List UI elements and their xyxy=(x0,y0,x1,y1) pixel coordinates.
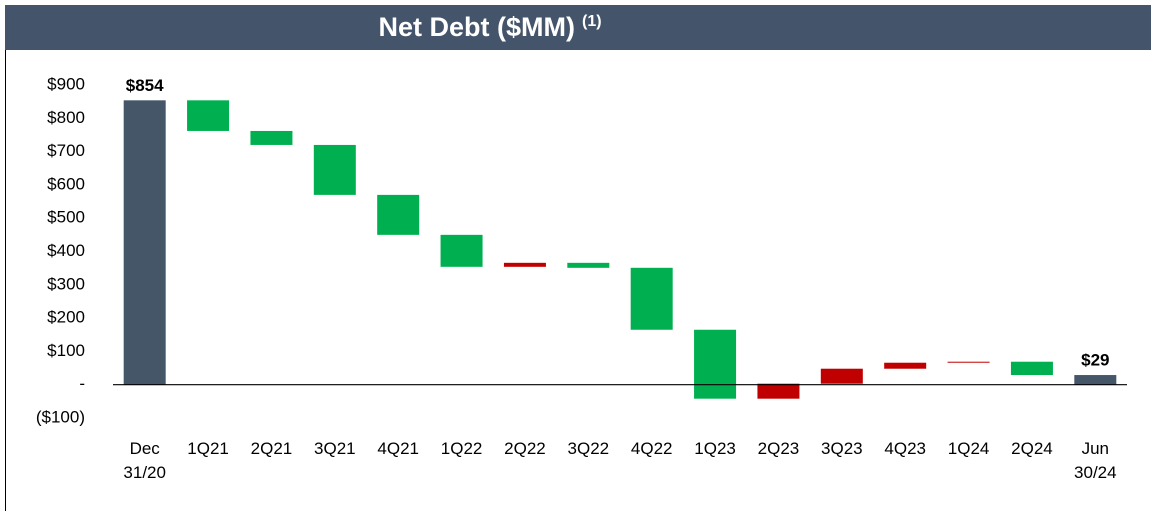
y-tick-label: $500 xyxy=(47,208,85,227)
x-tick-label: 3Q21 xyxy=(314,439,356,458)
bar xyxy=(503,262,546,267)
bar xyxy=(1010,361,1053,376)
value-label: $854 xyxy=(126,76,164,95)
bar xyxy=(947,361,990,363)
bar xyxy=(884,362,927,369)
x-tick-label: 3Q22 xyxy=(567,439,610,458)
y-tick-label: $300 xyxy=(47,274,85,293)
x-tick-label: 1Q23 xyxy=(694,439,736,458)
value-label: $29 xyxy=(1081,351,1109,370)
y-tick-label: $100 xyxy=(47,341,85,360)
title-note: (1) xyxy=(582,13,602,30)
y-tick-label: $700 xyxy=(47,141,85,160)
x-tick-label: Jun 30/24 xyxy=(1074,439,1117,482)
x-tick-label: 2Q21 xyxy=(250,439,293,458)
x-tick-label: 2Q24 xyxy=(1011,439,1053,458)
bar xyxy=(440,234,483,267)
y-tick-label: $600 xyxy=(47,174,85,193)
x-tick-label: Dec 31/20 xyxy=(123,439,166,482)
x-tick-label: 2Q23 xyxy=(757,439,800,458)
x-tick-label: 2Q22 xyxy=(504,439,546,458)
title-banner xyxy=(5,5,1151,50)
bar xyxy=(630,267,673,330)
x-tick-label: 3Q23 xyxy=(821,439,863,458)
bar xyxy=(757,383,800,399)
bar xyxy=(123,100,166,385)
y-tick-label: ($100) xyxy=(36,407,85,426)
bar xyxy=(820,368,863,384)
bar xyxy=(377,194,420,235)
x-tick-label: 4Q21 xyxy=(377,439,419,458)
x-tick-label: 4Q22 xyxy=(630,439,673,458)
bar xyxy=(1074,375,1117,385)
y-tick-label: $800 xyxy=(47,108,85,127)
bar xyxy=(567,262,610,268)
x-tick-label: 1Q24 xyxy=(947,439,990,458)
bar xyxy=(250,130,293,145)
x-tick-label: 4Q23 xyxy=(884,439,926,458)
y-tick-label: - xyxy=(79,374,85,393)
chart-title: Net Debt ($MM) xyxy=(379,12,576,42)
y-tick-label: $200 xyxy=(47,308,85,327)
y-tick-label: $900 xyxy=(47,74,85,93)
x-tick-label: 1Q22 xyxy=(440,439,483,458)
bar xyxy=(313,144,356,195)
bar xyxy=(187,100,230,131)
x-tick-label: 1Q21 xyxy=(187,439,229,458)
y-tick-label: $400 xyxy=(47,241,85,260)
bar xyxy=(694,329,737,399)
